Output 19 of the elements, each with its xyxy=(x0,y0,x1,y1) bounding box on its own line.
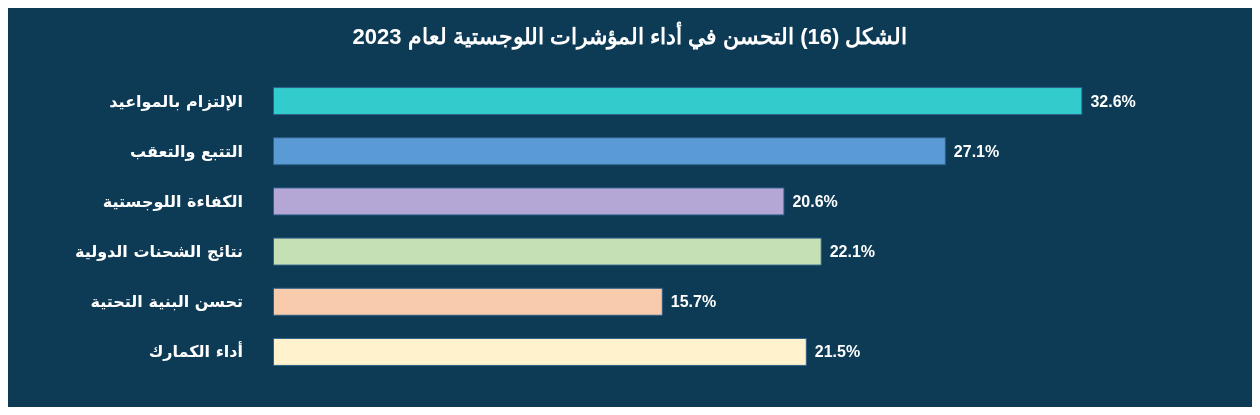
data-label: 22.1% xyxy=(829,243,876,261)
bar xyxy=(273,187,785,216)
data-label: 15.7% xyxy=(670,293,717,311)
y-tick-label: أداء الكمارك xyxy=(148,341,243,362)
bar xyxy=(273,287,663,316)
data-label: 27.1% xyxy=(953,142,1000,160)
bar xyxy=(273,137,946,166)
data-label: 21.5% xyxy=(814,343,861,361)
bar xyxy=(273,337,807,366)
y-tick-label: التتبع والتعقب xyxy=(129,141,243,161)
chart-title: الشكل (16) التحسن في أداء المؤشرات اللوجستية لعام 2023 xyxy=(352,20,908,50)
data-label: 20.6% xyxy=(792,192,838,210)
bar xyxy=(273,237,822,266)
bar xyxy=(273,87,1083,116)
y-tick-label: تحسن البنية التحتية xyxy=(90,292,243,312)
data-label: 32.6% xyxy=(1090,92,1136,110)
y-tick-label: الكفاءة اللوجستية xyxy=(102,191,243,211)
y-tick-label: نتائج الشحنات الدولية xyxy=(74,242,243,262)
y-tick-label: الإلتزام بالمواعيد xyxy=(109,91,243,111)
